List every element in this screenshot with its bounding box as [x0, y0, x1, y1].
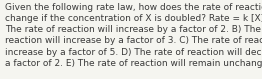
Text: Given the following rate law, how does the rate of reaction
change if the concen: Given the following rate law, how does t…	[5, 3, 262, 68]
